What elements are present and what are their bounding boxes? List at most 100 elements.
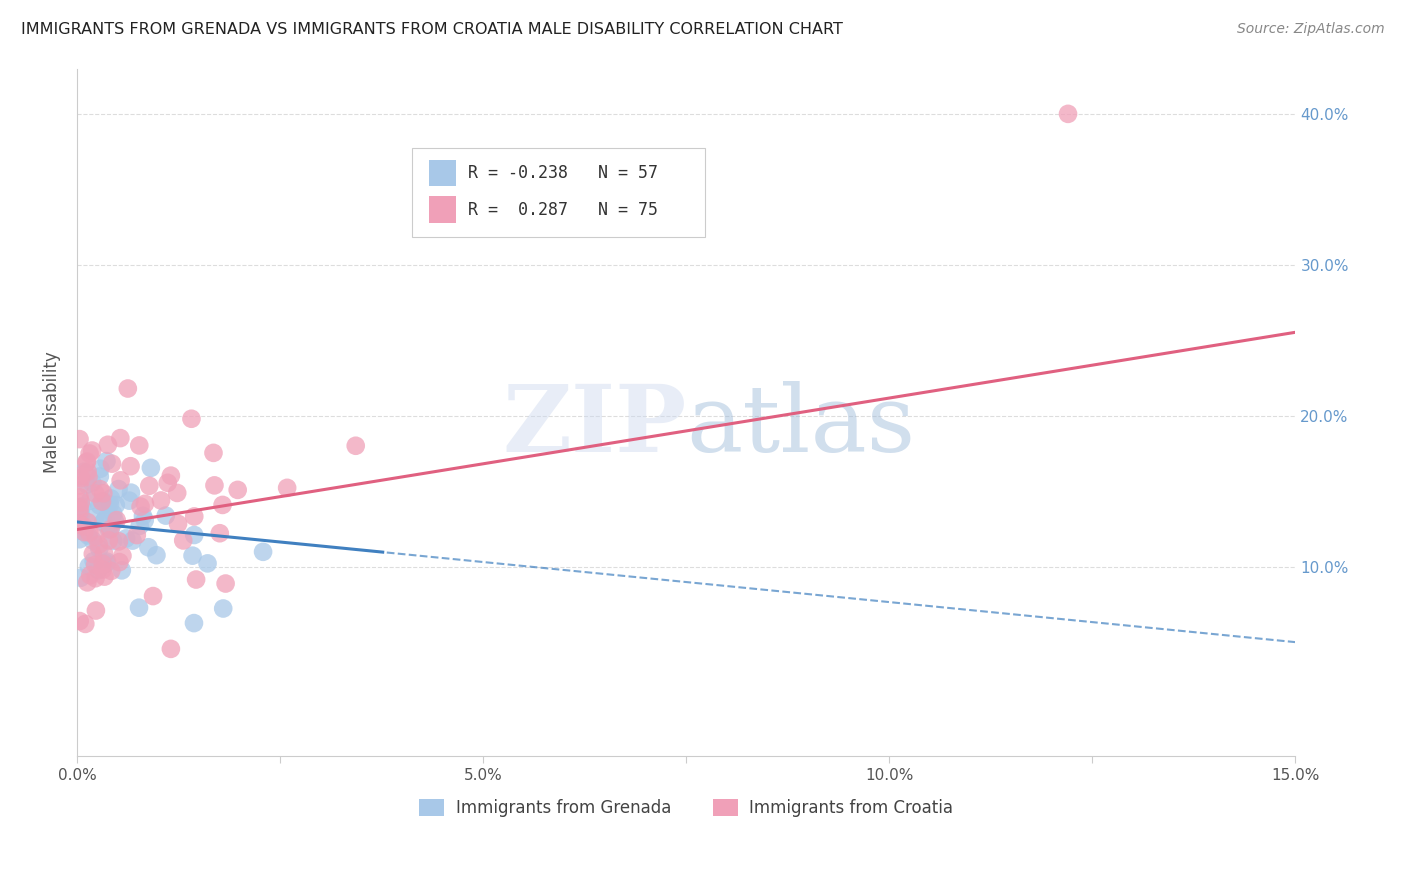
- Point: [79, 568, 101, 582]
- Point: [97, 438, 120, 452]
- Point: [76, 575, 98, 590]
- Point: [87, 538, 110, 552]
- Point: [91, 558, 114, 572]
- Point: [129, 500, 152, 514]
- Bar: [429, 196, 456, 223]
- Point: [96, 555, 118, 569]
- Point: [70, 471, 93, 485]
- Point: [75, 456, 97, 470]
- Point: [70, 500, 93, 514]
- Point: [108, 534, 131, 549]
- Point: [93, 547, 115, 561]
- Point: [117, 382, 139, 396]
- Point: [91, 494, 114, 508]
- Text: R = -0.238   N = 57: R = -0.238 N = 57: [468, 164, 658, 182]
- Point: [214, 576, 236, 591]
- Point: [70, 508, 93, 523]
- Point: [96, 556, 118, 570]
- Point: [107, 482, 129, 496]
- Point: [82, 547, 104, 561]
- Point: [69, 533, 91, 547]
- Point: [100, 564, 122, 578]
- Point: [181, 549, 204, 563]
- Point: [84, 530, 107, 544]
- Point: [197, 557, 219, 571]
- Point: [183, 616, 205, 631]
- Point: [94, 512, 117, 526]
- Point: [180, 411, 202, 425]
- Point: [104, 514, 127, 528]
- Point: [96, 454, 118, 468]
- Point: [111, 563, 134, 577]
- Point: [132, 508, 155, 523]
- Point: [212, 601, 235, 615]
- Point: [76, 465, 98, 479]
- Point: [121, 533, 143, 548]
- Point: [77, 525, 100, 540]
- Point: [128, 600, 150, 615]
- Text: Source: ZipAtlas.com: Source: ZipAtlas.com: [1237, 22, 1385, 37]
- Point: [79, 493, 101, 508]
- Point: [183, 509, 205, 524]
- Point: [77, 470, 100, 484]
- Point: [76, 454, 98, 468]
- Point: [91, 486, 114, 500]
- Point: [84, 486, 107, 500]
- Point: [155, 508, 177, 523]
- Point: [108, 555, 131, 569]
- Point: [82, 443, 104, 458]
- Point: [184, 573, 207, 587]
- Point: [89, 482, 111, 496]
- Point: [83, 554, 105, 568]
- Point: [1057, 107, 1080, 121]
- Point: [89, 461, 111, 475]
- Point: [103, 507, 125, 521]
- Point: [93, 494, 115, 508]
- Text: IMMIGRANTS FROM GRENADA VS IMMIGRANTS FROM CROATIA MALE DISABILITY CORRELATION C: IMMIGRANTS FROM GRENADA VS IMMIGRANTS FR…: [21, 22, 844, 37]
- Point: [91, 557, 114, 571]
- Point: [183, 528, 205, 542]
- Point: [98, 523, 121, 537]
- Point: [125, 528, 148, 542]
- Point: [69, 571, 91, 585]
- Point: [84, 510, 107, 524]
- Point: [167, 516, 190, 531]
- Point: [84, 558, 107, 572]
- Point: [208, 526, 231, 541]
- Point: [97, 498, 120, 512]
- Point: [69, 517, 91, 532]
- Point: [252, 545, 274, 559]
- Point: [100, 491, 122, 506]
- Point: [110, 474, 132, 488]
- Point: [344, 439, 367, 453]
- Point: [69, 500, 91, 515]
- Point: [138, 541, 160, 555]
- Point: [128, 518, 150, 533]
- Point: [145, 548, 167, 562]
- Point: [150, 493, 173, 508]
- Point: [77, 528, 100, 542]
- Point: [69, 491, 91, 505]
- Point: [75, 616, 97, 631]
- Point: [72, 519, 94, 533]
- Point: [89, 499, 111, 513]
- Point: [166, 486, 188, 500]
- Y-axis label: Male Disability: Male Disability: [44, 351, 60, 474]
- Point: [226, 483, 249, 497]
- Point: [79, 446, 101, 460]
- Point: [69, 469, 91, 483]
- Point: [134, 513, 156, 527]
- Point: [110, 431, 132, 445]
- Point: [142, 589, 165, 603]
- Point: [160, 641, 183, 656]
- Bar: [429, 160, 456, 186]
- Point: [69, 506, 91, 520]
- Point: [202, 446, 225, 460]
- Point: [101, 457, 124, 471]
- Point: [128, 438, 150, 452]
- Point: [69, 524, 91, 538]
- Point: [87, 563, 110, 577]
- Point: [84, 571, 107, 585]
- Text: ZIP: ZIP: [502, 381, 686, 471]
- Legend: Immigrants from Grenada, Immigrants from Croatia: Immigrants from Grenada, Immigrants from…: [412, 792, 960, 823]
